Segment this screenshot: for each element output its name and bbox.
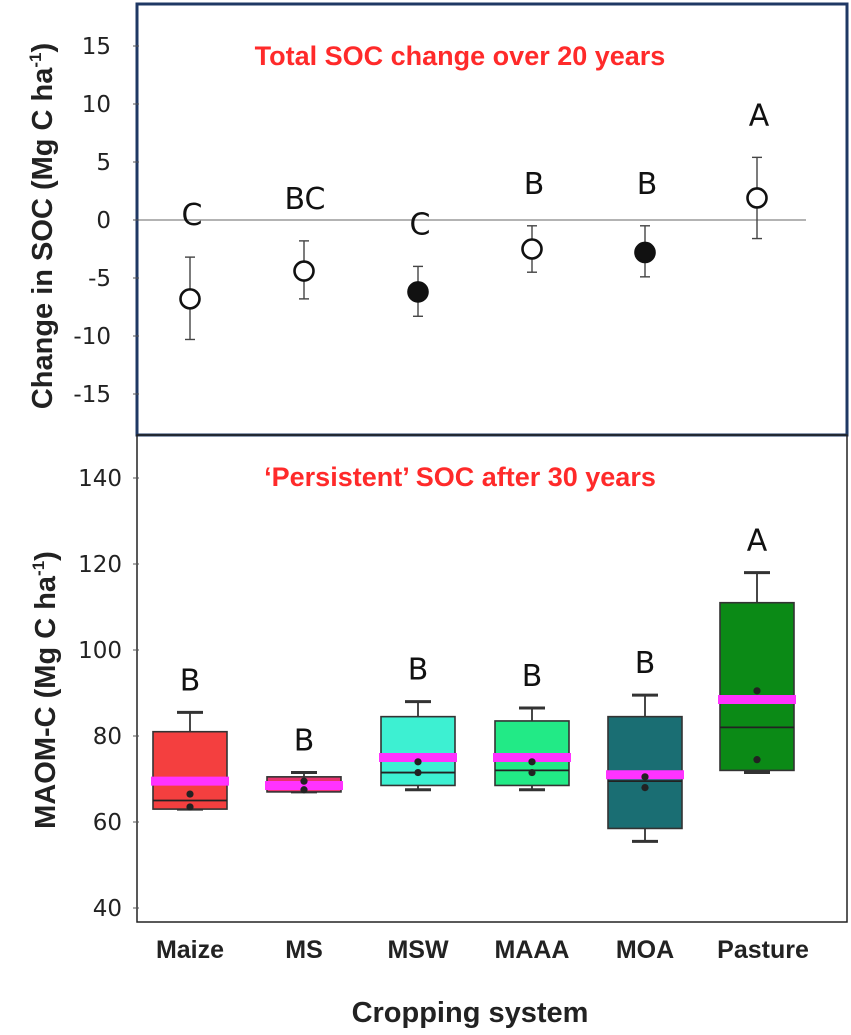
outlier-dot [300, 786, 308, 794]
outlier-dot [641, 773, 649, 781]
significance-letter: C [182, 198, 203, 233]
outlier-dot [753, 756, 761, 764]
significance-letter: B [522, 659, 543, 694]
top-y-tick-label: 5 [96, 150, 111, 176]
top-y-tick-label: 0 [96, 208, 111, 234]
top-y-tick-label: -15 [73, 382, 111, 408]
bottom-y-tick-label: 60 [93, 810, 122, 836]
outlier-dot [528, 768, 536, 777]
x-category-label: Pasture [717, 936, 809, 964]
top-y-tick-label: 15 [82, 34, 111, 60]
top-y-tick-label: 10 [82, 92, 111, 118]
mean-point [179, 288, 201, 310]
bottom-y-tick-label: 40 [93, 896, 122, 922]
bottom-y-tick-label: 140 [78, 466, 122, 492]
mean-point [293, 260, 315, 282]
significance-letter: B [637, 167, 658, 202]
significance-letter: A [747, 524, 768, 559]
mean-point [746, 187, 768, 209]
bottom-y-axis-label: MAOM-C (Mg C ha-1) [29, 551, 62, 829]
x-category-label: MSW [387, 936, 449, 964]
significance-letter: B [294, 724, 315, 759]
x-category-label: MAAA [495, 936, 570, 964]
outlier-dot [753, 687, 761, 695]
significance-letter: A [749, 98, 770, 133]
outlier-dot [641, 784, 649, 792]
x-category-label: MOA [616, 936, 674, 964]
outlier-dot [414, 768, 422, 777]
box [719, 601, 795, 772]
bottom-y-tick-label: 100 [78, 638, 122, 664]
top-y-axis-label: Change in SOC (Mg C ha-1) [26, 43, 59, 409]
bottom-panel-title: ‘Persistent’ SOC after 30 years [264, 462, 656, 492]
outlier-dot [300, 777, 308, 785]
x-category-label: MS [285, 936, 323, 964]
outlier-dot [186, 803, 194, 811]
top-panel-marks: 15 10 5 0 -5 -10 -15 C BC C B B A [73, 34, 806, 408]
significance-letter: B [524, 167, 545, 202]
outlier-dot [186, 790, 194, 798]
significance-letter: B [408, 653, 429, 688]
top-y-tick-label: -5 [88, 266, 111, 292]
significance-letter: B [635, 646, 656, 681]
mean-point [407, 281, 429, 303]
mean-point [521, 238, 543, 260]
significance-letter: BC [284, 182, 325, 217]
bottom-panel-marks: 140 120 100 80 60 40 B Maize B MS B MSW B MAAA B MOA A Pa… [78, 466, 809, 964]
bottom-y-tick-label: 80 [93, 724, 122, 750]
significance-letter: B [180, 663, 201, 698]
top-y-tick-label: -10 [73, 324, 111, 350]
outlier-dot [528, 758, 536, 766]
bottom-panel-frame [136, 434, 848, 923]
outlier-dot [414, 758, 422, 766]
mean-point [634, 241, 656, 264]
x-category-label: Maize [156, 936, 224, 964]
x-axis-label: Cropping system [352, 997, 589, 1029]
significance-letter: C [410, 207, 431, 242]
box [380, 715, 456, 787]
top-panel-title: Total SOC change over 20 years [255, 41, 666, 71]
bottom-y-tick-label: 120 [78, 552, 122, 578]
